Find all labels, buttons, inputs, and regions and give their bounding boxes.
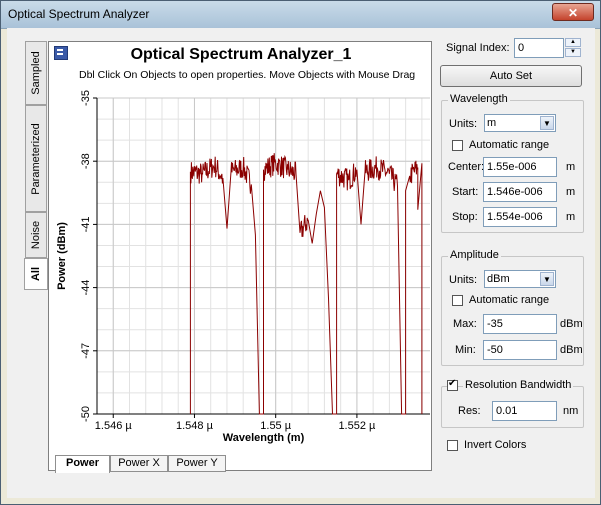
tab-sampled[interactable]: Sampled: [25, 41, 47, 105]
max-unit: dBm: [560, 318, 583, 330]
start-label: Start:: [452, 186, 479, 198]
spin-down-icon[interactable]: ▼: [565, 48, 581, 57]
chart-trace: [189, 153, 423, 415]
wavelength-group-title: Wavelength: [448, 93, 510, 105]
min-label: Min:: [455, 344, 476, 356]
resolution-bandwidth-label: Resolution Bandwidth: [463, 379, 574, 391]
max-field[interactable]: -35: [483, 314, 557, 334]
min-field[interactable]: -50: [483, 340, 557, 360]
amplitude-group-title: Amplitude: [448, 249, 501, 261]
close-icon: ✕: [567, 6, 579, 20]
x-tick-label: 1.546 µ: [95, 420, 133, 432]
tab-power[interactable]: Power: [55, 455, 110, 473]
res-label: Res:: [458, 405, 481, 417]
wavelength-auto-range-label: Automatic range: [469, 139, 550, 151]
y-axis-label: Power (dBm): [56, 222, 68, 290]
plot-hint: Dbl Click On Objects to open properties.…: [79, 69, 416, 81]
max-label: Max:: [453, 318, 477, 330]
auto-set-button[interactable]: Auto Set: [440, 65, 582, 87]
signal-index-label: Signal Index:: [446, 42, 510, 54]
signal-index-stepper[interactable]: ▲ ▼: [565, 38, 581, 58]
wavelength-units-select[interactable]: m ▼: [484, 114, 556, 132]
spectrum-chart[interactable]: 1.546 µ 1.548 µ 1.55 µ 1.552 µ -35 -38 -41 -44 -…: [49, 86, 431, 466]
graph-icon[interactable]: [54, 46, 68, 60]
client-area: Sampled Parameterized Noise All Optical …: [7, 28, 595, 498]
center-unit: m: [566, 161, 576, 173]
x-tick-label: 1.548 µ: [176, 420, 214, 432]
wavelength-group: Wavelength: [441, 93, 584, 233]
stop-unit: m: [566, 211, 576, 223]
x-tick-label: 1.55 µ: [260, 420, 291, 432]
spin-up-icon[interactable]: ▲: [565, 38, 581, 47]
amplitude-units-select[interactable]: dBm ▼: [484, 270, 556, 288]
amplitude-auto-range-label: Automatic range: [469, 294, 550, 306]
title-bar[interactable]: Optical Spectrum Analyzer ✕: [1, 1, 600, 29]
chevron-down-icon: ▼: [540, 272, 554, 286]
amplitude-auto-range-checkbox[interactable]: [452, 295, 463, 306]
center-label: Center:: [448, 161, 485, 173]
power-trace: [189, 153, 423, 415]
chart-ticks: 1.546 µ 1.548 µ 1.55 µ 1.552 µ -35 -38 -41 -44 -…: [80, 90, 376, 432]
tab-power-y[interactable]: Power Y: [168, 455, 226, 472]
plot-panel: Optical Spectrum Analyzer_1 Dbl Click On…: [48, 41, 432, 471]
resolution-bandwidth-checkbox[interactable]: [447, 378, 458, 391]
tab-parameterized[interactable]: Parameterized: [25, 105, 47, 212]
tab-noise[interactable]: Noise: [25, 212, 47, 258]
y-tick-label: -41: [80, 216, 92, 232]
x-tick-label: 1.552 µ: [338, 420, 376, 432]
stop-field[interactable]: 1.554e-006: [483, 207, 557, 227]
y-tick-label: -44: [80, 280, 92, 296]
chevron-down-icon: ▼: [540, 116, 554, 130]
signal-index-field[interactable]: 0: [514, 38, 564, 58]
x-axis-label: Wavelength (m): [223, 432, 305, 444]
center-field[interactable]: 1.55e-006: [483, 157, 557, 177]
y-tick-label: -50: [80, 406, 92, 422]
y-tick-label: -47: [80, 343, 92, 359]
res-unit: nm: [563, 405, 579, 417]
invert-colors-label: Invert Colors: [464, 439, 527, 451]
res-field[interactable]: 0.01: [492, 401, 557, 421]
tab-all[interactable]: All: [24, 258, 48, 290]
amplitude-units-label: Units:: [449, 274, 478, 286]
y-tick-label: -35: [80, 90, 92, 106]
start-unit: m: [566, 186, 576, 198]
wavelength-units-label: Units:: [449, 118, 478, 130]
invert-colors-checkbox[interactable]: [447, 440, 458, 451]
y-tick-label: -38: [80, 153, 92, 169]
stop-label: Stop:: [452, 211, 478, 223]
amplitude-group: Amplitude: [441, 249, 584, 366]
window-title: Optical Spectrum Analyzer: [8, 7, 150, 21]
start-field[interactable]: 1.546e-006: [483, 182, 557, 202]
close-button[interactable]: ✕: [552, 3, 594, 21]
plot-title[interactable]: Optical Spectrum Analyzer_1: [130, 46, 352, 63]
side-tabs: Sampled Parameterized Noise All: [24, 41, 49, 306]
min-unit: dBm: [560, 344, 583, 356]
tab-power-x[interactable]: Power X: [110, 455, 168, 472]
wavelength-auto-range-checkbox[interactable]: [452, 140, 463, 151]
